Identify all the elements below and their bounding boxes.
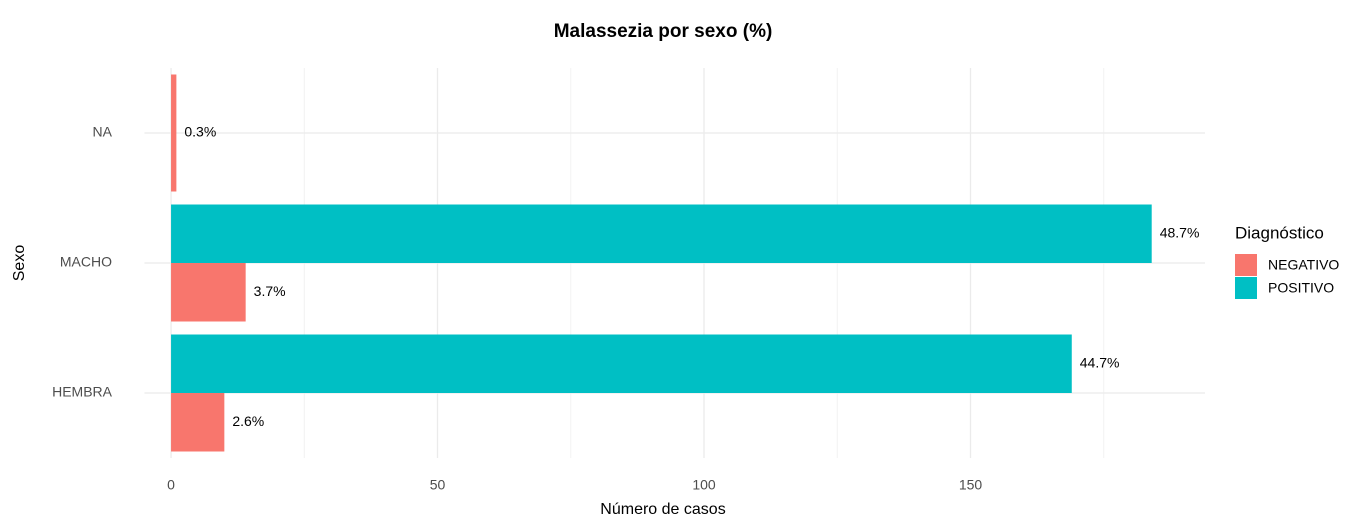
bar bbox=[171, 204, 1152, 263]
y-tick-label: MACHO bbox=[60, 254, 112, 270]
x-tick-label: 50 bbox=[430, 477, 446, 493]
data-label: 44.7% bbox=[1080, 354, 1120, 370]
legend-title: Diagnóstico bbox=[1235, 223, 1324, 242]
x-tick-label: 100 bbox=[692, 477, 716, 493]
data-label: 3.7% bbox=[254, 283, 286, 299]
bar bbox=[171, 334, 1072, 393]
y-tick-label: HEMBRA bbox=[52, 384, 113, 400]
x-tick-label: 0 bbox=[167, 477, 175, 493]
data-label: 0.3% bbox=[184, 124, 216, 140]
data-label: 48.7% bbox=[1160, 224, 1200, 240]
legend-label: NEGATIVO bbox=[1268, 257, 1339, 273]
data-label: 2.6% bbox=[232, 413, 264, 429]
x-tick-label: 150 bbox=[959, 477, 983, 493]
legend-swatch bbox=[1235, 277, 1257, 299]
y-tick-label: NA bbox=[93, 124, 113, 140]
chart-title: Malassezia por sexo (%) bbox=[554, 21, 773, 42]
bar bbox=[171, 393, 225, 452]
bar bbox=[171, 74, 177, 192]
y-axis-title: Sexo bbox=[11, 245, 28, 282]
x-axis-title: Número de casos bbox=[600, 501, 725, 517]
legend-swatch bbox=[1235, 254, 1257, 276]
bar bbox=[171, 263, 246, 322]
legend-label: POSITIVO bbox=[1268, 280, 1334, 296]
